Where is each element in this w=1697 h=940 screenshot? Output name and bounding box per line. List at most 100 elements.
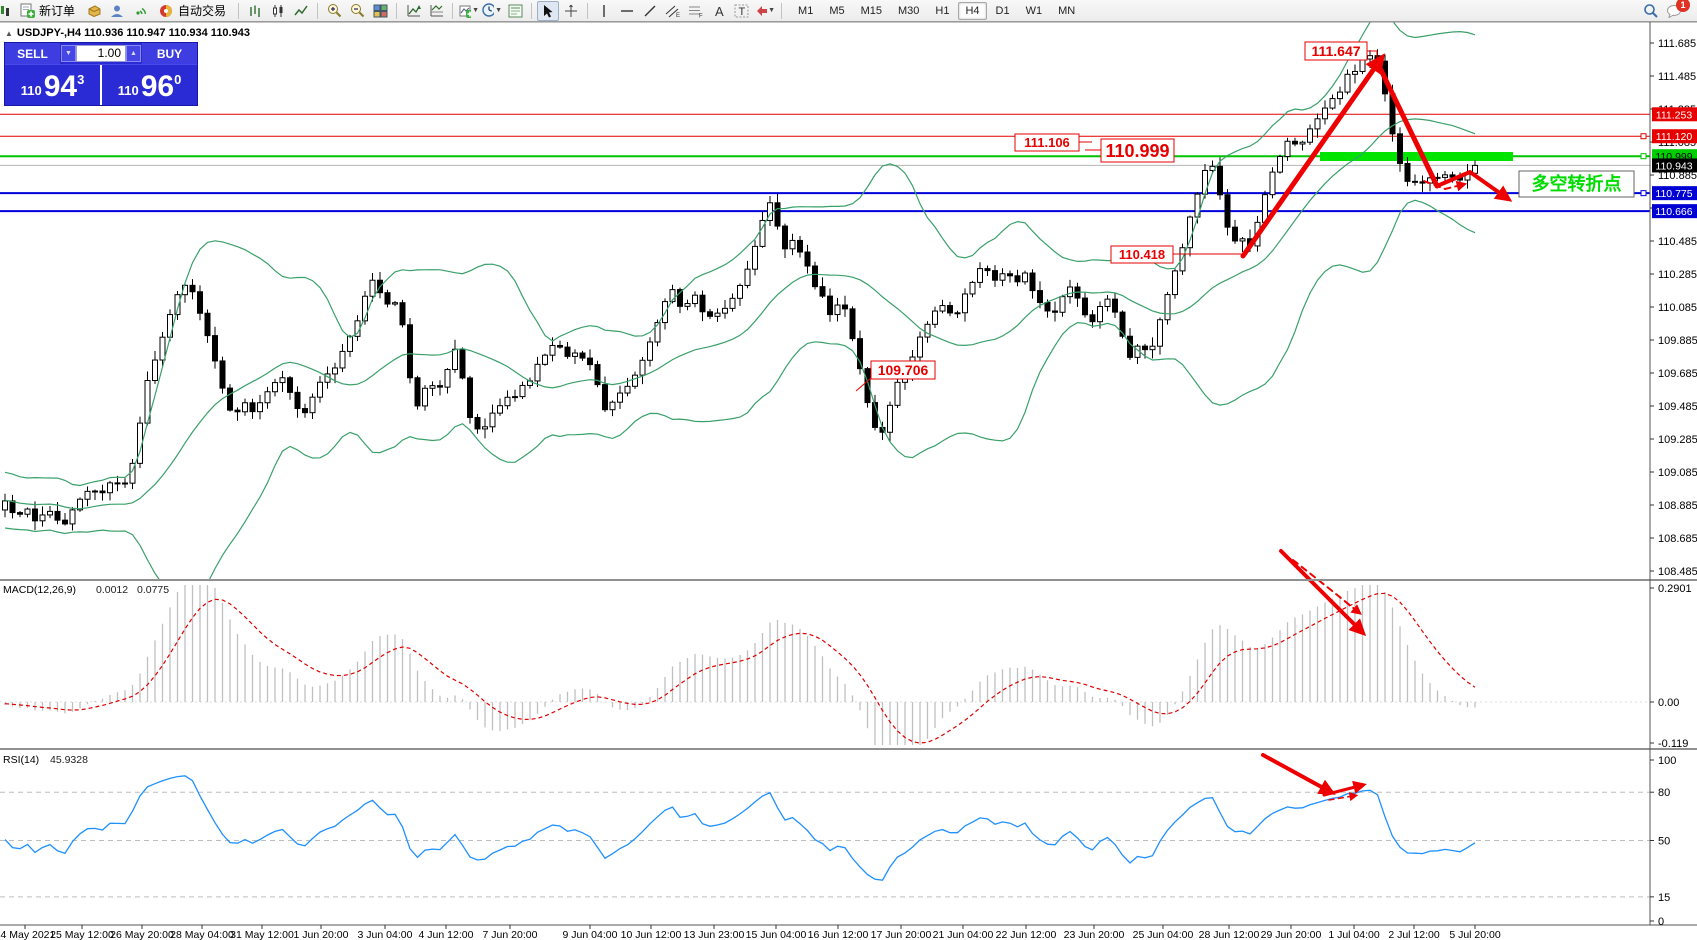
candle-bullish: [392, 302, 398, 305]
line-selection-handle[interactable]: [1640, 133, 1647, 140]
candle-bearish: [1412, 180, 1418, 183]
main-chart-layer: [0, 22, 1650, 579]
fibonacci-tool[interactable]: F: [685, 1, 707, 21]
line-selection-handle[interactable]: [1640, 190, 1647, 197]
auto-trading-button[interactable]: 自动交易: [152, 2, 233, 20]
candle-bullish: [714, 312, 721, 317]
chart-profiles-button[interactable]: ▼: [481, 1, 503, 21]
history-center-icon[interactable]: [83, 1, 105, 21]
buy-button[interactable]: BUY: [142, 43, 197, 64]
channel-tool[interactable]: E: [662, 1, 684, 21]
trend-arrow[interactable]: [1378, 67, 1440, 189]
timeframe-h4[interactable]: H4: [958, 1, 987, 20]
templates-button[interactable]: [504, 1, 526, 21]
candle-bullish: [92, 490, 98, 493]
timeframe-m1[interactable]: M1: [798, 4, 814, 17]
annotation-price-text: 110.999: [1105, 141, 1169, 161]
time-tick-label: 26 May 20:00: [110, 929, 174, 940]
candle-bullish: [654, 322, 661, 343]
candle-bullish: [347, 335, 353, 352]
arrows-tool[interactable]: ▼: [754, 1, 776, 21]
label-tool[interactable]: T: [731, 1, 753, 21]
auto-trading-icon: [160, 4, 173, 17]
line-selection-handle[interactable]: [1640, 153, 1647, 160]
timeframe-w1[interactable]: W1: [1025, 4, 1043, 17]
sell-button[interactable]: SELL: [5, 43, 60, 64]
zoom-in-button[interactable]: [323, 1, 345, 21]
candle-bearish: [797, 239, 803, 253]
crosshair-tool[interactable]: [560, 1, 582, 21]
candle-bearish: [1397, 133, 1403, 164]
trend-arrow[interactable]: [1240, 60, 1381, 259]
notifications-button[interactable]: 1: [1663, 0, 1690, 21]
horizontal-line-tool[interactable]: [616, 1, 638, 21]
candle-bearish: [467, 377, 473, 418]
trend-arrow[interactable]: [1261, 753, 1329, 792]
indicator-window-button[interactable]: [425, 1, 447, 21]
zoom-out-button[interactable]: [346, 1, 368, 21]
signals-icon[interactable]: [129, 1, 151, 21]
trend-arrow[interactable]: [1292, 559, 1358, 612]
cursor-tool[interactable]: [537, 0, 560, 21]
turning-point-box[interactable]: [1518, 170, 1635, 198]
collapse-caret-icon[interactable]: ▲: [5, 28, 13, 38]
candle-bearish: [564, 346, 571, 357]
time-tick-label: 29 Jun 20:00: [1261, 929, 1322, 940]
vertical-line-tool[interactable]: [593, 1, 615, 21]
community-icon[interactable]: [106, 1, 128, 21]
trend-arrowhead: [1350, 604, 1362, 615]
candle-bullish: [744, 268, 751, 286]
gold-cube-icon: [88, 4, 101, 17]
candle-bullish: [1442, 174, 1448, 178]
candle-bullish: [647, 341, 653, 361]
buy-price-display[interactable]: 110 96 0: [102, 65, 197, 105]
candlestick-mode-icon[interactable]: [267, 1, 289, 21]
candle-bullish: [534, 363, 541, 382]
line-chart-mode-icon[interactable]: [290, 1, 312, 21]
new-chart-button[interactable]: ▼: [458, 1, 480, 21]
chevron-down-icon: ▼: [768, 7, 776, 14]
candle-bullish: [1059, 296, 1066, 313]
trendline-icon: [644, 5, 656, 16]
timeframe-d1[interactable]: D1: [995, 4, 1010, 17]
trend-arrow[interactable]: [1435, 170, 1506, 198]
volume-decrease-button[interactable]: ▼: [61, 45, 76, 62]
text-tool[interactable]: A: [708, 1, 730, 21]
chart-window-icon[interactable]: [0, 1, 12, 21]
timeframe-m15[interactable]: M15: [860, 4, 882, 17]
ohlc-bars-icon: [250, 5, 260, 17]
candle-bearish: [677, 289, 683, 307]
timeframe-mn[interactable]: MN: [1058, 4, 1076, 17]
trend-arrow[interactable]: [1423, 180, 1462, 190]
tile-windows-button[interactable]: [369, 1, 391, 21]
trend-arrow[interactable]: [1328, 795, 1354, 801]
timeframe-group: M1 M5 M15 M30 H1 H4 D1 W1 MN: [791, 1, 1082, 20]
annotation-price-box[interactable]: [870, 360, 936, 380]
trend-arrow[interactable]: [1322, 784, 1361, 797]
price-tick-label: 109.685: [1658, 368, 1697, 380]
volume-input[interactable]: 1.00: [76, 45, 126, 62]
new-order-button[interactable]: 新订单: [13, 2, 82, 20]
timeframe-m5[interactable]: M5: [829, 4, 845, 17]
timeframe-m30[interactable]: M30: [898, 4, 920, 17]
indicators-button[interactable]: [402, 1, 424, 21]
toolbar: 新订单 自动交易 ▼ ▼: [0, 0, 1697, 22]
trendline-tool[interactable]: [639, 1, 661, 21]
horizontal-line-icon: [621, 9, 634, 12]
bar-chart-mode-icon[interactable]: [244, 1, 266, 21]
time-tick-label: 22 Jun 12:00: [996, 929, 1057, 940]
time-tick-label: 3 Jun 04:00: [358, 929, 413, 940]
price-flag-label: 111.120: [1656, 131, 1693, 143]
candle-bearish: [1089, 314, 1096, 323]
time-tick-label: 25 Jun 04:00: [1133, 929, 1194, 940]
search-button[interactable]: [1640, 1, 1662, 21]
annotation-price-text: 110.418: [1119, 247, 1165, 262]
timeframe-h1[interactable]: H1: [935, 4, 950, 17]
volume-increase-button[interactable]: ▲: [126, 45, 141, 62]
sell-price-display[interactable]: 110 94 3: [5, 65, 102, 105]
trend-arrow[interactable]: [1279, 549, 1361, 631]
candle-bearish: [114, 482, 121, 485]
support-highlight-band: [1320, 152, 1513, 161]
annotation-price-text: 111.647: [1311, 43, 1360, 59]
